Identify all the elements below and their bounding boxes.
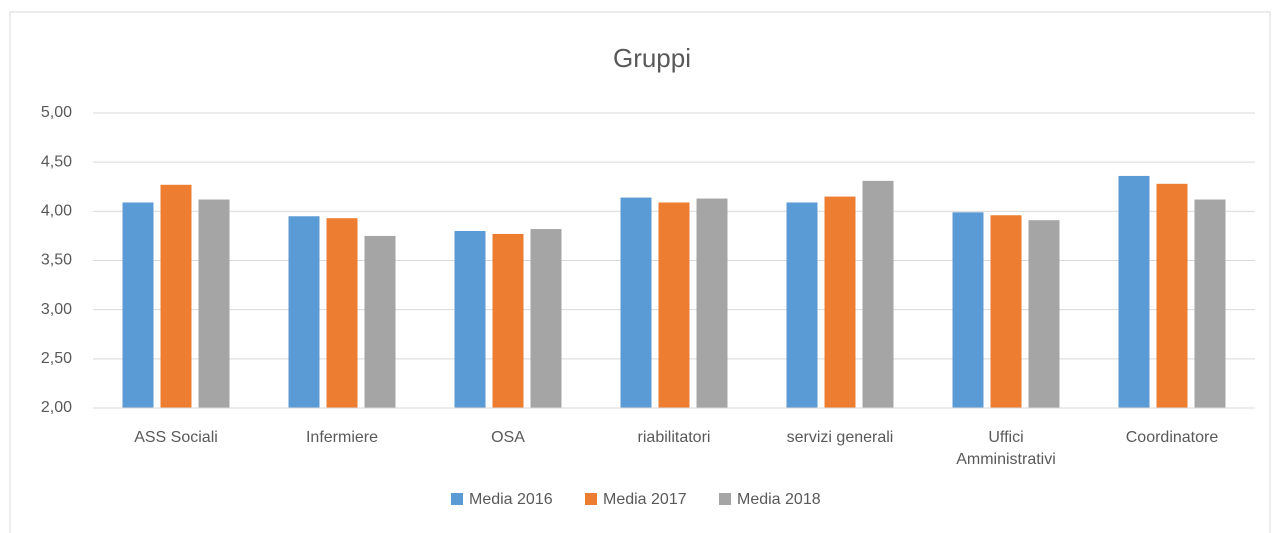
x-tick-label: OSA xyxy=(491,429,525,446)
bar xyxy=(364,235,396,408)
y-tick-label: 4,50 xyxy=(41,153,72,170)
x-tick-label: ASS Sociali xyxy=(134,429,218,446)
x-tick-label: servizi generali xyxy=(786,429,894,446)
legend-swatch xyxy=(585,493,597,505)
bar xyxy=(492,233,524,408)
legend-swatch xyxy=(451,493,463,505)
bar xyxy=(1118,175,1150,408)
legend-label: Media 2017 xyxy=(603,491,687,508)
bar xyxy=(454,231,486,408)
bar xyxy=(530,229,562,408)
x-tick-label: Uffici Amministrativi xyxy=(956,429,1056,468)
bar xyxy=(786,202,818,408)
bar xyxy=(198,199,230,408)
legend-label: Media 2016 xyxy=(469,491,553,508)
bar xyxy=(122,202,154,408)
bar xyxy=(862,180,894,408)
bar xyxy=(696,198,728,408)
bar xyxy=(326,218,358,408)
y-tick-label: 3,00 xyxy=(41,301,72,318)
y-tick-label: 5,00 xyxy=(41,104,72,121)
x-tick-label: Infermiere xyxy=(305,429,379,446)
bar xyxy=(620,197,652,408)
y-tick-label: 2,00 xyxy=(41,399,72,416)
y-tick-label: 4,00 xyxy=(41,203,72,220)
bar xyxy=(952,212,984,408)
bar xyxy=(990,215,1022,408)
bar xyxy=(1194,199,1226,408)
legend-swatch xyxy=(719,493,731,505)
x-tick-label: riabilitatori xyxy=(637,429,711,446)
bar xyxy=(658,202,690,408)
x-tick-label: Coordinatore xyxy=(1125,429,1219,446)
bar xyxy=(288,216,320,408)
bar xyxy=(824,196,856,408)
chart-title: Gruppi xyxy=(613,43,691,73)
bar xyxy=(160,184,192,408)
bar xyxy=(1028,220,1060,408)
bar xyxy=(1156,183,1188,408)
legend-label: Media 2018 xyxy=(737,491,821,508)
y-tick-label: 3,50 xyxy=(41,252,72,269)
y-tick-label: 2,50 xyxy=(41,350,72,367)
